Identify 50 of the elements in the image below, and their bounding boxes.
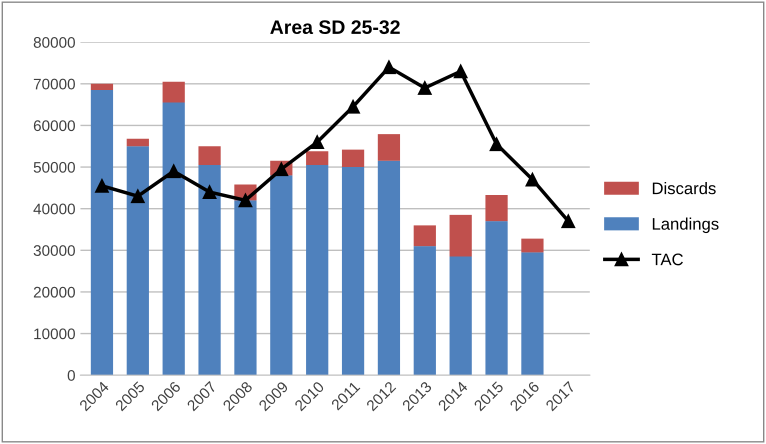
bar	[198, 146, 221, 165]
bar	[342, 150, 364, 168]
y-tick-label: 40000	[33, 204, 75, 214]
bar	[306, 164, 328, 376]
bar	[90, 90, 114, 376]
point	[166, 164, 181, 178]
point	[130, 189, 145, 204]
bar	[378, 134, 400, 161]
chart-title: Area SD 25-32	[270, 20, 400, 34]
point	[202, 185, 217, 199]
bar	[485, 221, 508, 376]
point	[418, 81, 432, 95]
bar	[378, 160, 400, 376]
bar	[521, 238, 544, 252]
bar	[198, 164, 221, 376]
y-tick-label: 20000	[34, 286, 75, 298]
legend-label: TAC	[652, 254, 683, 266]
point	[490, 137, 504, 152]
point	[561, 214, 576, 228]
point	[382, 60, 396, 74]
y-tick-label: 60000	[34, 120, 75, 132]
y-tick-label: 10000	[34, 328, 75, 340]
bar	[162, 102, 185, 376]
legend-label: Discards	[652, 182, 716, 194]
bar	[485, 194, 508, 222]
point	[238, 193, 252, 208]
bar	[521, 252, 544, 376]
point	[95, 178, 109, 193]
y-tick-label: 70000	[34, 78, 75, 90]
y-tick-label: 0	[68, 370, 75, 381]
bar	[414, 246, 436, 376]
bar	[306, 151, 328, 165]
point	[310, 135, 324, 150]
point	[525, 172, 540, 186]
y-tick-label: 80000	[34, 37, 75, 48]
legend-label: Landings	[652, 218, 719, 234]
bar	[234, 200, 257, 376]
bar	[126, 146, 149, 376]
bar	[162, 82, 185, 103]
bar	[342, 167, 364, 376]
bar	[126, 138, 149, 146]
bar	[450, 256, 472, 376]
y-tick-label: 30000	[34, 245, 75, 256]
point	[454, 64, 468, 78]
bar	[450, 214, 472, 257]
bar	[270, 175, 292, 376]
bar	[90, 84, 114, 90]
point	[346, 100, 360, 114]
y-tick-label: 50000	[34, 162, 75, 173]
bar	[414, 225, 436, 246]
